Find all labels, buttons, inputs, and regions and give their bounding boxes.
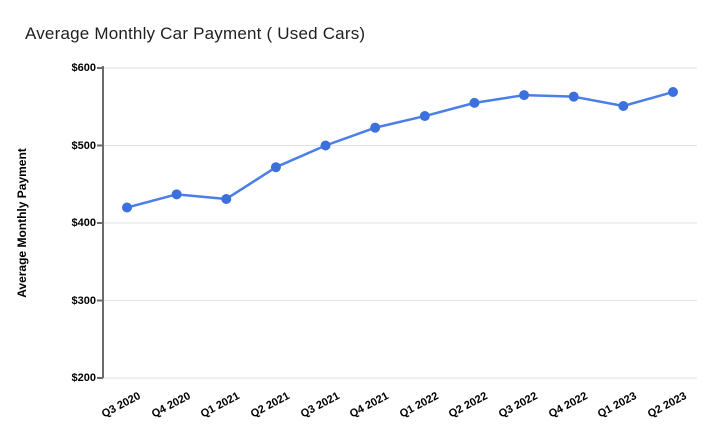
y-tick-label: $300: [71, 294, 96, 307]
data-point-marker: [370, 122, 381, 133]
data-point-marker: [221, 193, 232, 204]
data-point-marker: [270, 162, 281, 173]
data-point-marker: [618, 100, 629, 111]
y-tick-label: $600: [71, 62, 96, 74]
series-line: [125, 90, 675, 209]
y-tick-label: $200: [71, 372, 96, 384]
y-tick-label: $500: [71, 139, 96, 152]
data-point-marker: [469, 97, 480, 108]
data-point-marker: [668, 87, 678, 98]
data-point-marker: [171, 189, 182, 200]
data-point-marker: [568, 91, 579, 102]
data-point-marker: [419, 111, 430, 122]
data-point-marker: [519, 90, 530, 101]
data-point-marker: [122, 202, 132, 213]
chart-title: Average Monthly Car Payment ( Used Cars): [25, 24, 366, 43]
y-tick-label: $400: [71, 217, 96, 229]
data-point-marker: [320, 140, 331, 151]
